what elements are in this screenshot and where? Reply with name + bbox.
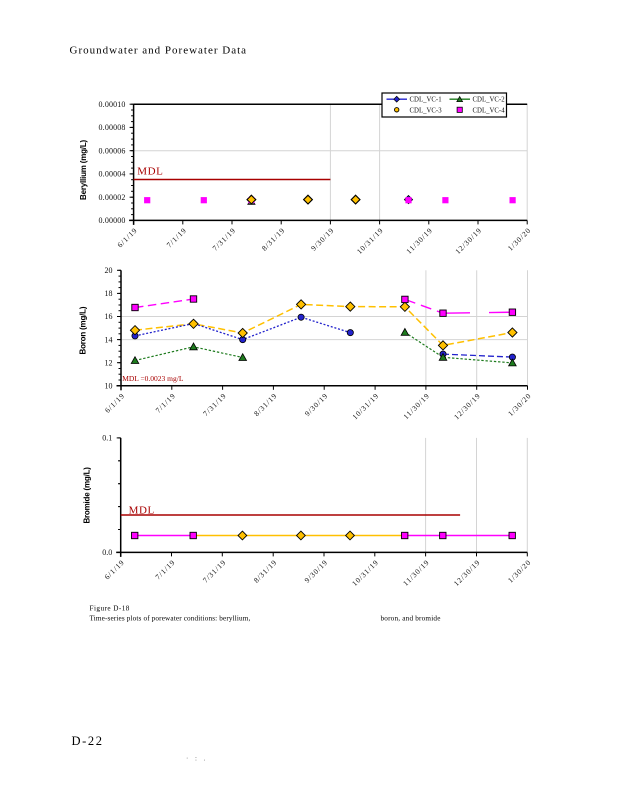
svg-text:Bromide (mg/L): Bromide (mg/L): [83, 467, 92, 524]
svg-text:0.1: 0.1: [102, 434, 112, 443]
svg-text:18: 18: [105, 289, 113, 298]
svg-text:.: .: [204, 755, 206, 763]
svg-text:Figure D-18: Figure D-18: [90, 605, 130, 613]
svg-text:20: 20: [105, 266, 113, 275]
svg-text:MDL: MDL: [137, 166, 163, 178]
svg-text:0.00004: 0.00004: [99, 170, 126, 179]
svg-text:Beryllium (mg/L): Beryllium (mg/L): [79, 140, 88, 200]
svg-text:Time-series plots of porewater: Time-series plots of porewater condition…: [90, 615, 251, 623]
svg-text:Groundwater and Porewater Data: Groundwater and Porewater Data: [70, 45, 248, 57]
svg-text:boron, and bromide: boron, and bromide: [381, 615, 441, 623]
svg-text:0.00000: 0.00000: [99, 216, 126, 225]
svg-text:·: ·: [186, 755, 188, 763]
svg-text:D-22: D-22: [72, 734, 104, 748]
svg-text:0.00002: 0.00002: [99, 193, 126, 202]
svg-text:0.00010: 0.00010: [99, 100, 126, 109]
svg-text:0.00006: 0.00006: [99, 146, 126, 155]
svg-text:16: 16: [105, 312, 113, 321]
svg-text:CDL_VC-3: CDL_VC-3: [410, 107, 443, 114]
svg-text:MDL =0.0023 mg/L: MDL =0.0023 mg/L: [122, 374, 184, 383]
svg-text:0.00008: 0.00008: [99, 123, 126, 132]
svg-text::: :: [195, 755, 197, 763]
svg-text:14: 14: [105, 335, 113, 344]
svg-text:CDL_VC-4: CDL_VC-4: [473, 107, 506, 114]
svg-text:MDL: MDL: [129, 504, 155, 516]
svg-text:0.0: 0.0: [102, 548, 112, 557]
svg-text:CDL_VC-1: CDL_VC-1: [410, 97, 442, 104]
svg-text:12: 12: [105, 358, 113, 367]
svg-text:10: 10: [105, 382, 113, 391]
svg-text:CDL_VC-2: CDL_VC-2: [473, 97, 506, 104]
svg-text:Boron (mg/L): Boron (mg/L): [79, 306, 88, 354]
